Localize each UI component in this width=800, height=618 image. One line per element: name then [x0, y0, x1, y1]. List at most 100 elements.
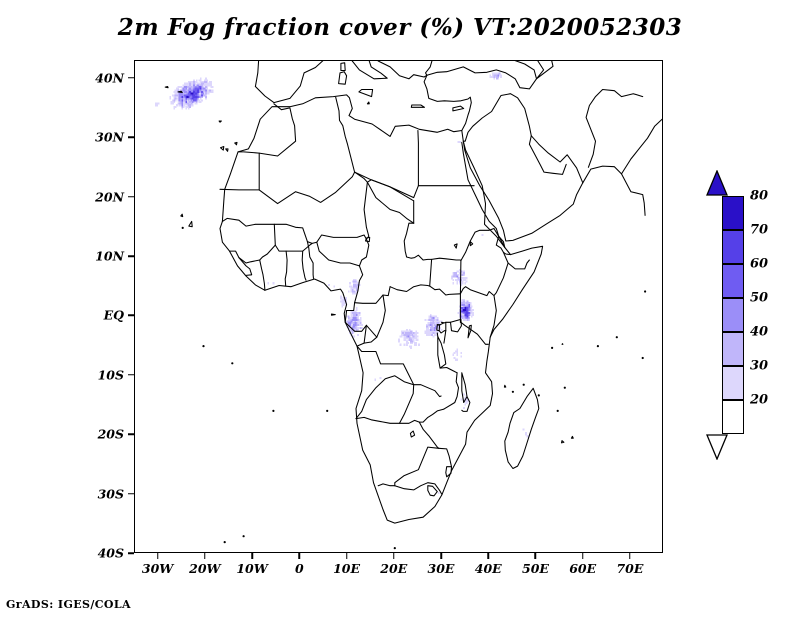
lon-tick-label-30E: 30E: [427, 561, 455, 576]
map-outline: [221, 181, 370, 244]
map-outline: [177, 90, 183, 94]
lon-tick-30E: [440, 553, 442, 559]
map-outline: [346, 265, 364, 312]
map-outline: [443, 330, 447, 344]
island-marker: [563, 386, 566, 389]
map-outline: [219, 145, 225, 151]
lat-tick-label-10S: 10S: [97, 367, 124, 383]
fog-contour-band: [154, 72, 529, 494]
lat-tick-40N: [128, 77, 134, 79]
map-outline: [460, 227, 506, 262]
colorbar-label-80: 80: [750, 188, 769, 204]
lon-tick-30W: [156, 553, 159, 559]
lat-tick-10N: [128, 255, 134, 257]
map-outline: [445, 466, 453, 478]
map-canvas: [142, 61, 662, 550]
map-outline: [443, 372, 460, 410]
map-outline: [164, 85, 169, 89]
fog-contour-band: [142, 71, 533, 496]
lon-tick-20W: [204, 553, 206, 559]
lon-tick-10E: [345, 553, 348, 559]
map-outline: [469, 241, 474, 247]
map-outline: [620, 118, 662, 175]
map-outline: [355, 375, 442, 420]
map-outline: [459, 262, 509, 297]
map-outline: [429, 258, 433, 287]
map-outline: [459, 260, 462, 295]
map-outline: [398, 384, 415, 424]
map-outline: [330, 313, 336, 316]
island-marker: [641, 356, 644, 360]
map-outline: [274, 242, 313, 252]
lat-tick-40S: [128, 552, 134, 554]
map-outline: [461, 372, 468, 404]
map-outline: [364, 236, 371, 243]
map-outline: [438, 447, 453, 468]
island-marker: [326, 409, 329, 412]
fog-contour-band: [173, 72, 501, 343]
map-outline: [585, 88, 644, 168]
island-marker: [644, 290, 647, 293]
island-marker: [231, 362, 234, 365]
lat-tick-30N: [128, 136, 134, 138]
lon-tick-label-50E: 50E: [522, 561, 549, 576]
lon-tick-60E: [581, 553, 584, 559]
colorbar-label-40: 40: [750, 324, 769, 340]
map-outline: [427, 485, 438, 497]
colorbar-segment-30: [722, 366, 744, 400]
fog-contour-band: [181, 85, 471, 318]
colorbar[interactable]: 80 70 60 50 40 30 20: [706, 170, 796, 460]
colorbar-bottom-arrow: [706, 434, 728, 460]
map-outline: [394, 446, 440, 487]
island-marker: [181, 226, 184, 229]
map-outline: [180, 213, 184, 218]
map-outline: [528, 135, 567, 175]
lat-tick-20S: [128, 433, 134, 435]
colorbar-label-20: 20: [750, 392, 769, 408]
map-outline: [436, 322, 445, 326]
lat-tick-label-20N: 20N: [95, 189, 124, 205]
map-outline: [219, 94, 544, 524]
map-outline: [429, 285, 461, 296]
island-marker: [223, 541, 226, 544]
colorbar-segments: [722, 196, 744, 434]
map-outline: [418, 421, 440, 449]
map-outline: [356, 345, 415, 386]
fog-fraction-layer: [142, 71, 533, 496]
map-outline: [424, 61, 538, 90]
colorbar-label-30: 30: [750, 358, 769, 374]
lat-tick-EQ: [128, 314, 134, 317]
lon-tick-label-10W: 10W: [236, 561, 268, 576]
colorbar-top-arrow: [706, 170, 728, 196]
lat-tick-label-40S: 40S: [97, 545, 124, 561]
map-outline: [338, 71, 348, 85]
island-marker: [393, 547, 396, 550]
colorbar-label-50: 50: [750, 290, 769, 306]
island-marker: [522, 383, 525, 386]
lat-tick-10S: [128, 374, 134, 376]
map-outline: [437, 336, 447, 369]
map-outline: [570, 435, 574, 439]
map-outline: [254, 61, 260, 88]
map-outline: [462, 93, 584, 242]
map-outline: [439, 366, 458, 374]
map-outline: [503, 384, 507, 388]
map-outline: [453, 243, 458, 249]
map-outline: [316, 238, 370, 267]
map-outline: [366, 101, 370, 105]
colorbar-segment-40: [722, 332, 744, 366]
colorbar-segment-60: [722, 264, 744, 298]
map-outline: [389, 284, 431, 293]
map-outline: [237, 103, 297, 157]
island-marker: [242, 535, 245, 538]
map-plot-area[interactable]: [134, 60, 663, 553]
map-outline: [489, 295, 497, 338]
map-outline: [377, 483, 396, 487]
map-outline: [423, 74, 472, 132]
lat-tick-label-30N: 30N: [95, 129, 124, 145]
map-outline: [440, 321, 452, 324]
lon-tick-0: [298, 553, 301, 559]
map-outline: [438, 321, 447, 334]
map-outline: [366, 181, 415, 224]
